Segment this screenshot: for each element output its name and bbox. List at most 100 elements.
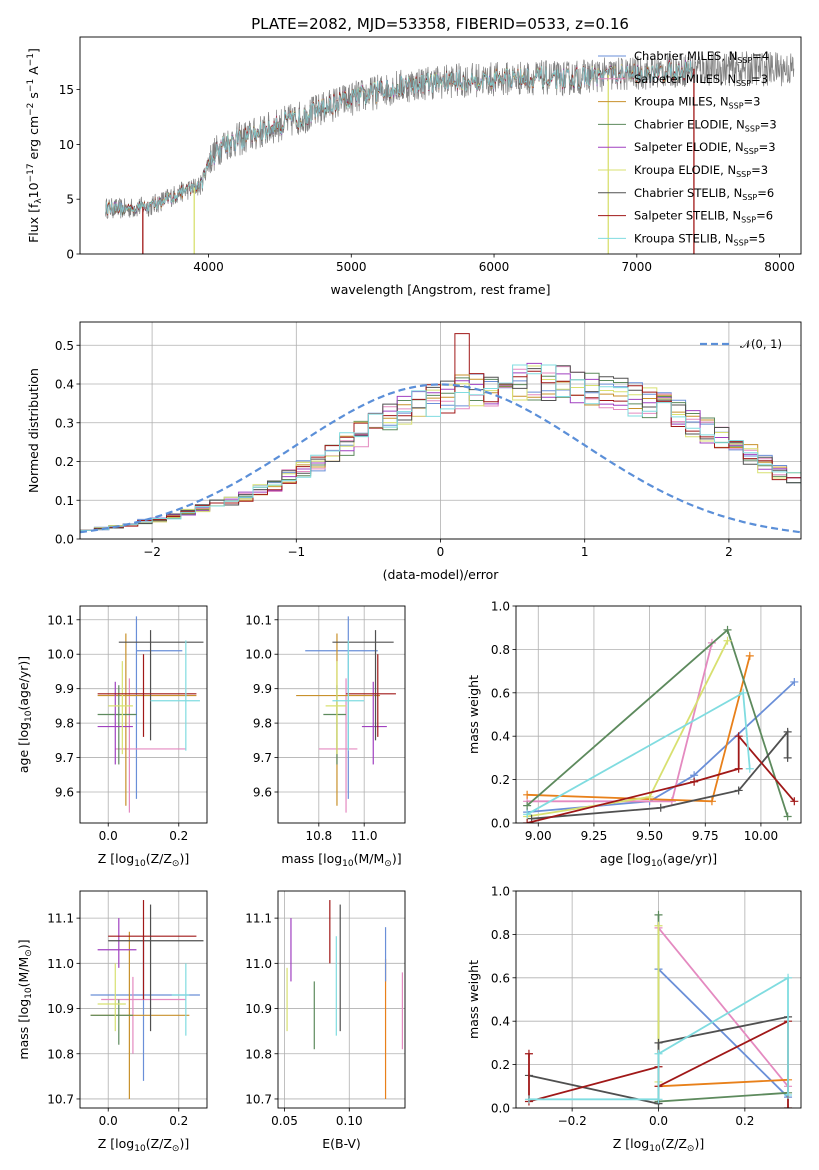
label-part: −1 — [26, 79, 36, 92]
x-tick-label: 0.2 — [169, 829, 188, 843]
axes-frame — [515, 890, 802, 1109]
label-part: ⊙ — [687, 1144, 695, 1154]
label-part: Salpeter MILES, N — [634, 72, 736, 86]
y-tick-label: 15 — [59, 83, 74, 97]
errorbar — [346, 654, 396, 737]
weight-marker — [523, 790, 532, 799]
spectrum-x-label: wavelength [Angstrom, rest frame] — [330, 282, 550, 297]
errorbar — [115, 678, 186, 813]
label-part: A — [26, 66, 41, 79]
model-spectrum — [105, 60, 695, 216]
weight-marker — [790, 677, 799, 686]
label-part: Kroupa ELODIE, N — [634, 163, 736, 177]
x-tick-label: 2 — [725, 545, 733, 559]
legend-label: Kroupa MILES, NSSP=3 — [634, 95, 760, 111]
x-tick-label: 11.0 — [351, 829, 378, 843]
errorbar — [323, 685, 347, 765]
age-vs-mass-panel: 10.8 11.0 9.6 9.7 9.8 9.9 10.0 10.1 mass [log10(… — [245, 605, 406, 869]
errorbar — [97, 681, 133, 765]
label-part: ] — [26, 48, 41, 53]
label-part: =5 — [749, 231, 766, 245]
label-part: ⊙ — [384, 859, 392, 869]
y-tick-label: 0.1 — [55, 494, 74, 508]
weight-marker — [790, 797, 799, 806]
label-part: 10 — [134, 859, 146, 869]
y-tick-label: 10.1 — [47, 613, 74, 627]
x-tick-label: 0.05 — [271, 1114, 298, 1128]
label-part: (Z/Z — [661, 1136, 687, 1151]
y-tick-label: 10.8 — [245, 1047, 272, 1061]
errorbar — [361, 681, 387, 765]
x-axis-label: mass [log10(M/M⊙)] — [281, 851, 401, 869]
label-part: )] — [392, 851, 402, 866]
histogram-series — [80, 333, 801, 531]
y-tick-label: 1.0 — [491, 885, 510, 899]
x-tick-label: 0.0 — [649, 1114, 668, 1128]
y-tick-label: 0.4 — [491, 730, 510, 744]
legend-label: Chabrier MILES, NSSP=4 — [634, 49, 769, 65]
label-part: =6 — [757, 186, 774, 200]
errorbar — [97, 654, 197, 737]
y-axis-label: mass weight — [466, 960, 481, 1039]
label-part: SSP — [741, 216, 756, 225]
label-part: λ — [34, 198, 44, 204]
y-tick-label: 9.9 — [253, 682, 272, 696]
y-tick-label: 0.8 — [491, 928, 510, 942]
weight-marker — [734, 786, 743, 795]
x-tick-label: 0 — [437, 545, 445, 559]
error-bars — [97, 616, 204, 813]
label-part: 10 — [26, 182, 41, 198]
label-part: Chabrier STELIB, N — [634, 186, 742, 200]
histogram-series — [80, 366, 801, 531]
label-part: 10 — [134, 1144, 146, 1154]
weight-marker — [524, 1049, 533, 1058]
x-tick-label: 1 — [581, 545, 589, 559]
weight-series — [527, 642, 713, 803]
label-part: =6 — [756, 209, 773, 223]
weight-marker — [745, 651, 754, 660]
weight-marker — [654, 1095, 663, 1104]
y-tick-label: 10.1 — [245, 613, 272, 627]
weight-marker — [523, 819, 532, 823]
y-tick-label: 10.8 — [47, 1047, 74, 1061]
x-axis-label: Z [log10(Z/Z⊙)] — [98, 1136, 189, 1154]
label-part: mass [log — [16, 999, 31, 1060]
label-part: =3 — [759, 140, 776, 154]
weight-series — [657, 927, 789, 1087]
label-part: age [log — [600, 851, 651, 866]
spectrum-lines — [105, 51, 795, 254]
y-tick-label: 9.7 — [253, 751, 272, 765]
weight-marker — [723, 636, 732, 645]
label-part: Chabrier MILES, N — [634, 49, 737, 63]
label-part: s — [26, 92, 41, 103]
label-part: SSP — [745, 124, 760, 133]
label-part: )] — [179, 1136, 189, 1151]
mass-vs-z-panel: 0.0 0.210.710.810.911.011.1Z [log10(Z/Z⊙)… — [16, 890, 208, 1154]
legend-label: Chabrier ELODIE, NSSP=3 — [634, 117, 777, 133]
y-tick-label: 0.5 — [55, 339, 74, 353]
weight-marker — [783, 727, 792, 736]
weight-marker — [523, 801, 532, 810]
y-tick-label: 0.8 — [491, 643, 510, 657]
spectrum-legend: Chabrier MILES, NSSP=4 Salpeter MILES, N S… — [598, 49, 777, 247]
axes-frame — [79, 890, 208, 1109]
label-part: =3 — [751, 163, 768, 177]
label-part: 10 — [342, 859, 354, 869]
label-part: age [log — [16, 722, 31, 773]
x-tick-label: 0.10 — [336, 1114, 363, 1128]
y-tick-label: 11.0 — [245, 957, 272, 971]
mass-vs-ebv-panel: 0.05 0.10 10.7 10.8 10.9 11.0 11.1 E(B-V) — [245, 890, 406, 1151]
label-part: )] — [694, 1136, 704, 1151]
y-tick-label: 10 — [59, 138, 74, 152]
y-tick-label: 9.7 — [55, 751, 74, 765]
y-tick-label: 11.1 — [47, 912, 74, 926]
error-bars — [296, 616, 396, 813]
y-tick-label: 0.2 — [491, 773, 510, 787]
label-part: Z [log — [98, 1136, 134, 1151]
legend-label: Chabrier STELIB, NSSP=6 — [634, 186, 774, 202]
figure-title: PLATE=2082, MJD=53358, FIBERID=0533, z=0… — [251, 15, 629, 33]
label-part: (M/M — [16, 957, 31, 988]
y-tick-label: 0.0 — [491, 817, 510, 831]
weight-marker — [745, 764, 754, 773]
y-tick-label: 0.0 — [55, 533, 74, 547]
